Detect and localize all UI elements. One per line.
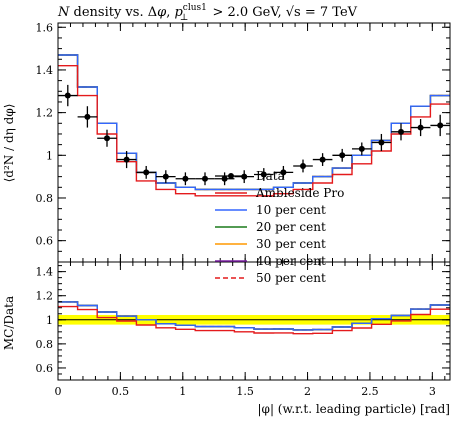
main-panel: 0.6 0.8 1 1.2 1.4 1.6 [36, 21, 450, 263]
data-point [417, 124, 424, 131]
series-line-20-per-cent [58, 54, 450, 191]
y-axis-label-main: ⟨d²N / dη dφ⟩ [2, 104, 16, 183]
title-sqrt: √s [286, 5, 301, 20]
data-point [123, 156, 130, 163]
data-point [182, 175, 189, 182]
data-point [64, 92, 71, 99]
ratio-y-tick-label: 1.4 [36, 266, 54, 279]
data-point [300, 162, 306, 169]
data-point [358, 145, 365, 152]
data-point [319, 156, 326, 163]
legend-label-data: Data [256, 169, 285, 183]
data-point [104, 135, 110, 142]
title-n: N [57, 5, 70, 20]
main-y-tick-label: 1.4 [36, 64, 54, 77]
x-tick-label: 1 [179, 385, 186, 398]
data-point [339, 152, 346, 159]
title-phi: φ [157, 5, 167, 20]
data-point [260, 171, 267, 178]
series-line-ambleside-pro [58, 65, 450, 197]
ratio-line-10-per-cent [58, 301, 450, 331]
x-tick-label: 0 [55, 385, 62, 398]
series-line-50-per-cent [58, 54, 450, 191]
data-point [202, 175, 208, 182]
y-axis-label-ratio: MC/Data [2, 296, 16, 350]
x-tick-label: 2.5 [361, 385, 379, 398]
series-line-40-per-cent [58, 54, 450, 191]
data-point [378, 139, 385, 146]
data-point [84, 113, 91, 120]
data-point [398, 128, 404, 135]
ratio-panel: 0.6 0.8 1 1.2 1.4 0 0.5 1 1.5 2 2.5 3 [36, 262, 450, 398]
legend-label-10-per-cent: 10 per cent [256, 203, 326, 217]
data-point [280, 169, 287, 176]
main-y-tick-label: 0.6 [36, 235, 54, 248]
x-tick-label: 1.5 [236, 385, 254, 398]
ratio-panel-frame [57, 261, 451, 381]
x-axis-label: |φ| (w.r.t. leading particle) [rad] [258, 402, 451, 416]
title-p: p [174, 5, 183, 20]
chart-title: N density vs. Δφ, pclus1 ⊥ > 2.0 GeV, √s … [57, 3, 358, 23]
main-y-tick-label: 0.8 [36, 192, 54, 205]
series-line-30-per-cent [58, 54, 450, 191]
legend-label-ambleside-pro: Ambleside Pro [255, 186, 344, 200]
ratio-y-tick-label: 0.8 [36, 338, 54, 351]
title-a: density vs. Δ [69, 5, 157, 20]
data-point [221, 175, 228, 182]
title-sub: ⊥ [180, 13, 188, 23]
x-tick-label: 3 [429, 385, 436, 398]
legend-label-20-per-cent: 20 per cent [256, 220, 326, 234]
data-point [437, 122, 444, 129]
x-tick-label: 2 [304, 385, 311, 398]
data-point [143, 169, 150, 176]
main-y-tick-label: 1.6 [36, 21, 54, 34]
title-sup: clus1 [183, 3, 207, 13]
title-b: , [166, 5, 174, 20]
legend: Data Ambleside Pro 10 per cent 20 per cent 3… [215, 169, 344, 285]
main-y-tick-label: 1 [46, 149, 53, 162]
ratio-line-ambleside-pro [58, 305, 450, 335]
x-tick-label: 0.5 [112, 385, 130, 398]
series-line-10-per-cent [58, 54, 450, 191]
legend-label-40-per-cent: 40 per cent [256, 254, 326, 268]
ratio-y-tick-label: 0.6 [36, 362, 54, 375]
main-y-tick-label: 1.2 [36, 107, 54, 120]
title-c: > 2.0 GeV, [208, 5, 285, 20]
ratio-y-tick-label: 1.2 [36, 290, 54, 303]
ratio-y-tick-label: 1 [46, 314, 53, 327]
legend-label-30-per-cent: 30 per cent [256, 237, 326, 251]
legend-label-50-per-cent: 50 per cent [256, 271, 326, 285]
title-d: = 7 TeV [301, 5, 358, 20]
data-point [162, 173, 169, 180]
legend-marker-data-point [228, 173, 234, 179]
